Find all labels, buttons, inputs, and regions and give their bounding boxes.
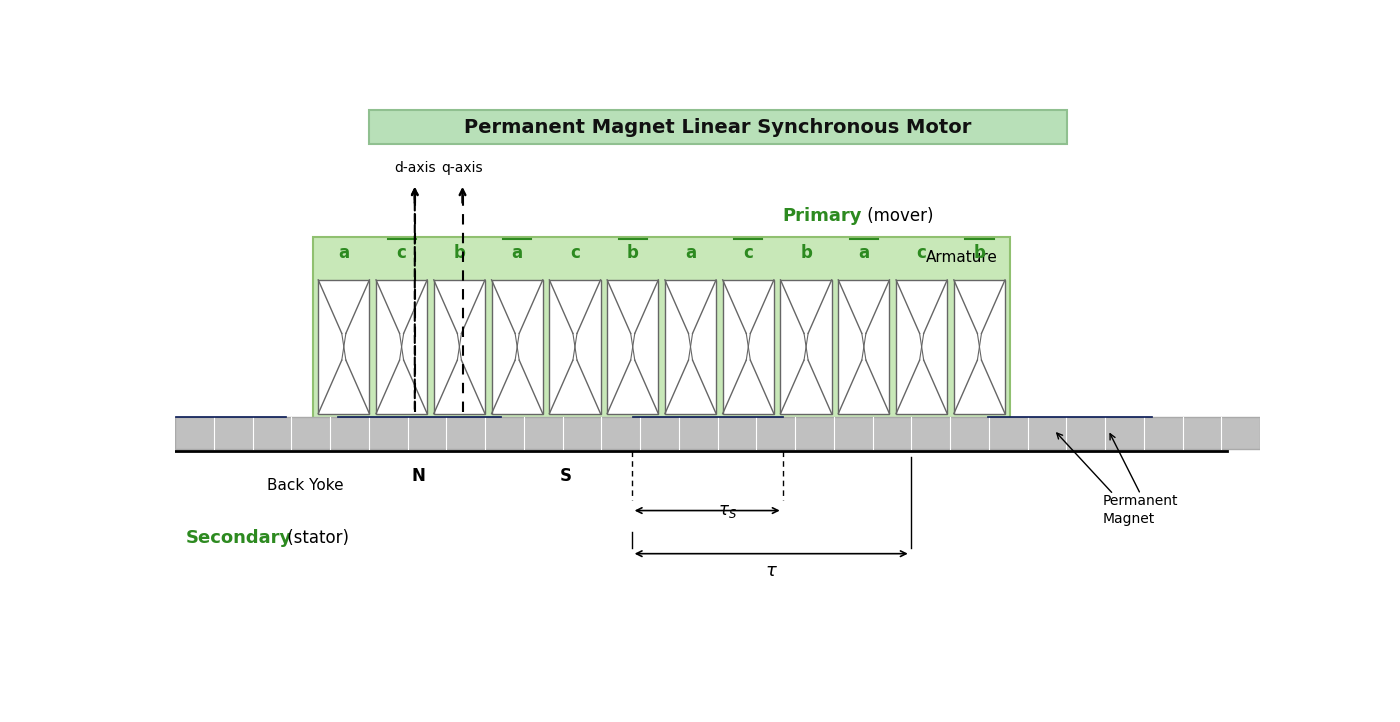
Text: c: c bbox=[917, 244, 927, 262]
Text: (stator): (stator) bbox=[283, 529, 350, 547]
Bar bbox=[312, 237, 1011, 419]
Bar bbox=[987, 416, 1151, 417]
Bar bbox=[491, 280, 543, 414]
Bar bbox=[434, 280, 484, 414]
Text: c: c bbox=[396, 244, 406, 262]
Bar bbox=[665, 280, 717, 414]
Text: c: c bbox=[743, 244, 753, 262]
Text: Primary: Primary bbox=[783, 206, 862, 225]
Text: S: S bbox=[560, 467, 573, 485]
Bar bbox=[839, 280, 889, 414]
Text: $\tau$: $\tau$ bbox=[764, 562, 777, 580]
Text: b: b bbox=[973, 244, 986, 262]
Bar bbox=[318, 280, 370, 414]
Text: b: b bbox=[627, 244, 638, 262]
Bar bbox=[377, 280, 427, 414]
Bar bbox=[336, 416, 501, 417]
Bar bbox=[896, 280, 948, 414]
Text: a: a bbox=[858, 244, 869, 262]
Bar bbox=[549, 280, 601, 414]
Text: a: a bbox=[685, 244, 696, 262]
Text: a: a bbox=[339, 244, 350, 262]
Text: b: b bbox=[454, 244, 465, 262]
Text: q-axis: q-axis bbox=[442, 161, 483, 175]
Bar bbox=[722, 280, 774, 414]
Text: Permanent Magnet Linear Synchronous Motor: Permanent Magnet Linear Synchronous Moto… bbox=[465, 118, 972, 136]
Text: Back Yoke: Back Yoke bbox=[267, 478, 343, 493]
Bar bbox=[780, 280, 832, 414]
Bar bbox=[631, 416, 783, 417]
Bar bbox=[175, 416, 286, 417]
Bar bbox=[175, 417, 1260, 449]
Text: (mover): (mover) bbox=[862, 206, 934, 225]
Bar bbox=[608, 280, 658, 414]
Bar bbox=[953, 280, 1005, 414]
Text: $\tau_S$: $\tau_S$ bbox=[718, 502, 736, 520]
Text: b: b bbox=[801, 244, 812, 262]
Text: N: N bbox=[412, 467, 426, 485]
Text: a: a bbox=[511, 244, 522, 262]
Text: c: c bbox=[570, 244, 580, 262]
Text: d-axis: d-axis bbox=[393, 161, 435, 175]
Text: Permanent
Magnet: Permanent Magnet bbox=[1103, 495, 1179, 526]
FancyBboxPatch shape bbox=[370, 110, 1067, 144]
Text: Armature: Armature bbox=[925, 250, 997, 265]
Text: Secondary: Secondary bbox=[186, 529, 293, 547]
